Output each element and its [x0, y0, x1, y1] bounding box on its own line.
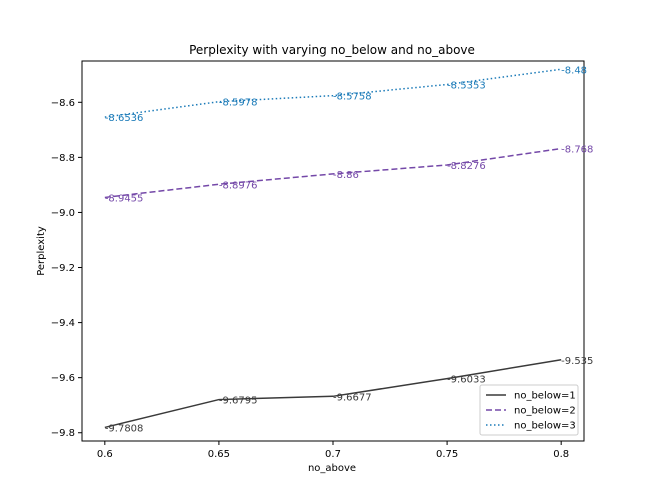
plot-area: [81, 60, 585, 442]
y-axis-label: Perplexity: [36, 226, 47, 276]
data-label: -8.8976: [219, 180, 258, 191]
y-tick-label: −9.6: [51, 373, 75, 384]
legend-box: [479, 384, 579, 436]
y-axis: −9.8 −9.6 −9.4 −9.2 −9.0 −8.8 −8.6: [51, 98, 82, 439]
legend: no_below=1 no_below=2 no_below=3: [479, 384, 579, 436]
x-tick-label: 0.6: [97, 449, 113, 460]
x-tick-label: 0.65: [208, 449, 230, 460]
data-label: -9.6795: [219, 396, 258, 407]
data-label: -9.7808: [105, 423, 144, 434]
y-tick-label: −9.8: [51, 428, 75, 439]
series-line-3: [104, 68, 562, 118]
data-label: -8.6536: [105, 113, 144, 124]
y-tick-label: −8.6: [51, 98, 75, 109]
plot-border: [81, 60, 585, 442]
x-tick-label: 0.7: [325, 449, 341, 460]
y-tick-label: −9.4: [51, 318, 75, 329]
y-tick-label: −8.8: [51, 153, 75, 164]
data-label: -8.48: [561, 65, 587, 76]
x-tick-label: 0.8: [553, 449, 569, 460]
y-tick-label: −9.2: [51, 263, 75, 274]
legend-label: no_below=2: [514, 406, 576, 417]
data-label: -9.6677: [333, 392, 372, 403]
data-label: -8.86: [333, 170, 359, 181]
data-label: -9.535: [561, 356, 593, 367]
data-labels: -9.7808 -9.6795 -9.6677 -9.6033 -9.535 -8.945…: [105, 65, 594, 434]
data-label: -9.6033: [447, 375, 486, 386]
chart-title: Perplexity with varying no_below and no_…: [189, 43, 475, 57]
series-line-1: [104, 359, 562, 429]
data-label: -8.9455: [105, 193, 144, 204]
series-line-2: [104, 147, 562, 199]
y-tick-label: −9.0: [51, 208, 75, 219]
data-label: -8.8276: [447, 161, 486, 172]
x-tick-label: 0.75: [436, 449, 458, 460]
data-label: -8.768: [561, 145, 593, 156]
x-axis-label: no_above: [308, 463, 356, 474]
legend-label: no_below=1: [514, 391, 576, 402]
data-label: -8.5758: [333, 92, 372, 103]
data-label: -8.5353: [447, 80, 486, 91]
legend-label: no_below=3: [514, 421, 576, 432]
x-axis: 0.6 0.65 0.7 0.75 0.8: [97, 441, 569, 460]
series-layer: [104, 68, 562, 429]
data-label: -8.5978: [219, 98, 258, 109]
